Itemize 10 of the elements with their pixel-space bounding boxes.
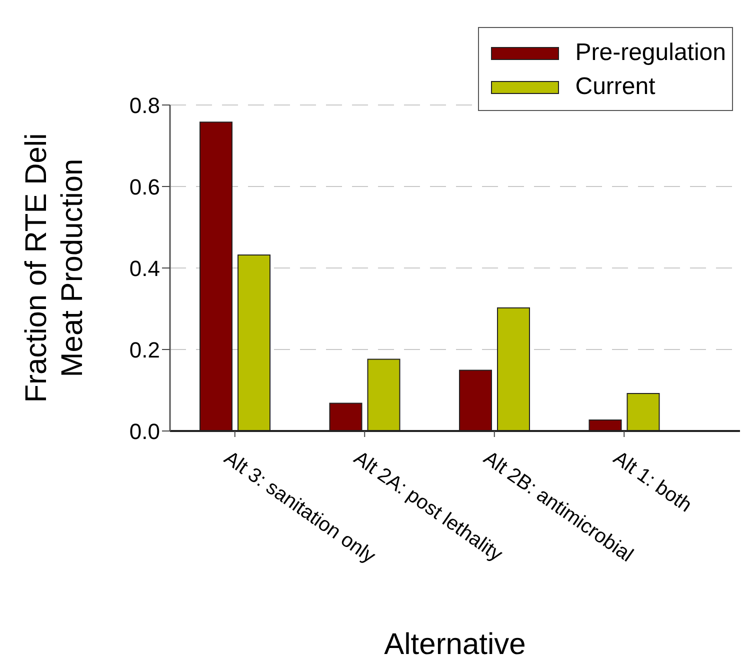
legend-label: Current <box>575 73 656 101</box>
y-tick-label: 0.4 <box>129 256 160 281</box>
y-tick-label: 0.8 <box>129 92 160 118</box>
y-tick-label: 0.2 <box>129 337 160 362</box>
legend-label: Pre-regulation <box>575 39 726 67</box>
x-axis-title: Alternative <box>384 628 526 660</box>
x-tick-label: Alt 1: both <box>609 447 696 517</box>
y-axis-title: Fraction of RTE Deli Meat Production <box>20 133 89 403</box>
y-tick-label: 0.0 <box>129 418 160 444</box>
y-tick-label: 0.6 <box>129 174 160 200</box>
